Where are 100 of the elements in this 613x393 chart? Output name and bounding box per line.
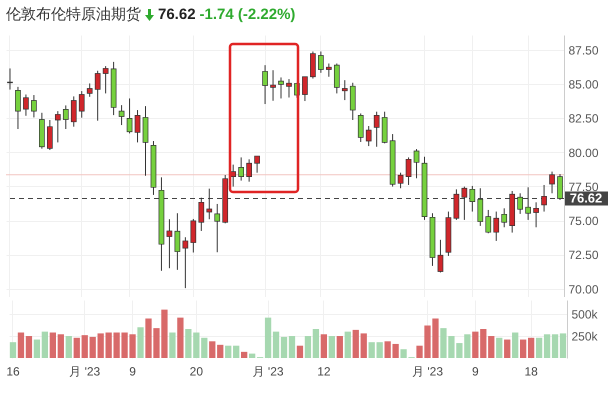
candlestick — [326, 63, 332, 78]
y-tick-label: 75.00 — [568, 214, 599, 228]
candlestick — [406, 156, 412, 186]
x-tick-label: 9 — [129, 364, 136, 378]
x-tick-label: 月 '23 — [412, 364, 444, 378]
candlestick — [517, 192, 524, 214]
bar — [416, 346, 423, 358]
y-tick-label: 82.50 — [568, 112, 599, 126]
candlestick — [23, 94, 29, 116]
candlestick — [70, 96, 77, 128]
bar — [161, 310, 168, 358]
candlestick — [238, 156, 244, 182]
bar — [552, 334, 558, 358]
bar — [169, 332, 176, 358]
candlestick — [118, 104, 124, 126]
candlestick — [190, 218, 196, 254]
bar — [26, 336, 32, 358]
x-tick-label: 12 — [317, 364, 331, 378]
candlestick — [182, 236, 188, 289]
candlestick — [206, 188, 212, 220]
x-tick-label: 20 — [190, 364, 204, 378]
candlestick — [414, 148, 420, 179]
candlestick — [246, 158, 252, 182]
bar — [560, 333, 566, 358]
bar — [320, 334, 328, 358]
y-tick-label: 87.50 — [568, 44, 599, 58]
candlestick — [7, 68, 13, 90]
candlestick — [334, 63, 340, 94]
candlestick — [310, 51, 316, 80]
bar — [336, 336, 343, 358]
candlestick — [477, 188, 484, 226]
x-tick-label: 18 — [524, 364, 538, 378]
candlestick — [78, 90, 85, 118]
y-tick-label: 500k — [572, 308, 599, 322]
candlestick — [358, 112, 364, 142]
candlestick — [485, 209, 492, 234]
candlestick — [398, 172, 404, 189]
candlestick — [549, 171, 555, 194]
candlestick — [533, 202, 539, 228]
bar — [424, 325, 431, 358]
candlestick — [469, 185, 476, 212]
candlestick — [198, 197, 204, 232]
bar — [241, 352, 248, 358]
candlestick — [134, 110, 140, 143]
candlestick — [350, 82, 356, 121]
x-tick-label: 9 — [472, 364, 479, 378]
candlestick — [214, 203, 220, 253]
text: -1.74 (-2.22%) — [200, 6, 296, 23]
chart-title: 伦敦布伦特原油期货 — [6, 5, 141, 24]
x-tick-label: 16 — [6, 364, 20, 378]
candlestick — [493, 211, 500, 242]
candlestick — [94, 70, 101, 122]
bar — [153, 328, 160, 358]
bar — [304, 336, 312, 358]
candlestick — [342, 80, 348, 101]
bar — [288, 336, 296, 358]
candlestick — [286, 78, 292, 98]
text: 76.62 — [158, 6, 196, 23]
candlestick — [541, 184, 547, 212]
bar — [10, 342, 16, 358]
candlestick — [254, 156, 260, 174]
bar — [328, 336, 335, 358]
y-tick-label: 250k — [572, 330, 599, 344]
candlestick — [102, 66, 108, 94]
bar — [280, 336, 288, 358]
bar — [432, 318, 439, 358]
candlestick — [318, 51, 324, 74]
bar — [18, 332, 24, 358]
x-tick-label: 月 '23 — [252, 364, 284, 378]
candlestick — [126, 98, 132, 134]
y-tick-label: 80.00 — [568, 146, 599, 160]
candlestick — [557, 174, 563, 200]
bar — [512, 332, 518, 358]
bar — [66, 336, 72, 358]
y-tick-label: 85.00 — [568, 78, 599, 92]
candlestick — [262, 64, 268, 105]
candlestick — [501, 208, 508, 228]
candlestick — [462, 186, 468, 220]
y-tick-label: 72.50 — [568, 248, 599, 262]
candlestick — [54, 110, 61, 143]
candlestick — [302, 76, 308, 102]
bar — [145, 318, 152, 358]
bar — [400, 349, 407, 358]
bar — [504, 340, 510, 358]
bar — [296, 346, 304, 358]
y-tick-label: 70.00 — [568, 282, 599, 296]
candlestick — [270, 70, 276, 102]
candlestick — [374, 111, 380, 148]
bar — [344, 332, 351, 358]
candlestick — [174, 212, 180, 270]
candlestick — [166, 218, 172, 269]
candlestick — [438, 239, 444, 273]
bar — [137, 327, 144, 358]
bar — [312, 329, 320, 358]
candlestick — [366, 126, 372, 147]
bar — [177, 318, 184, 358]
candlestick — [31, 94, 37, 118]
candlestick — [46, 120, 53, 151]
x-tick-label: 月 '23 — [69, 364, 101, 378]
candlestick — [86, 82, 93, 98]
